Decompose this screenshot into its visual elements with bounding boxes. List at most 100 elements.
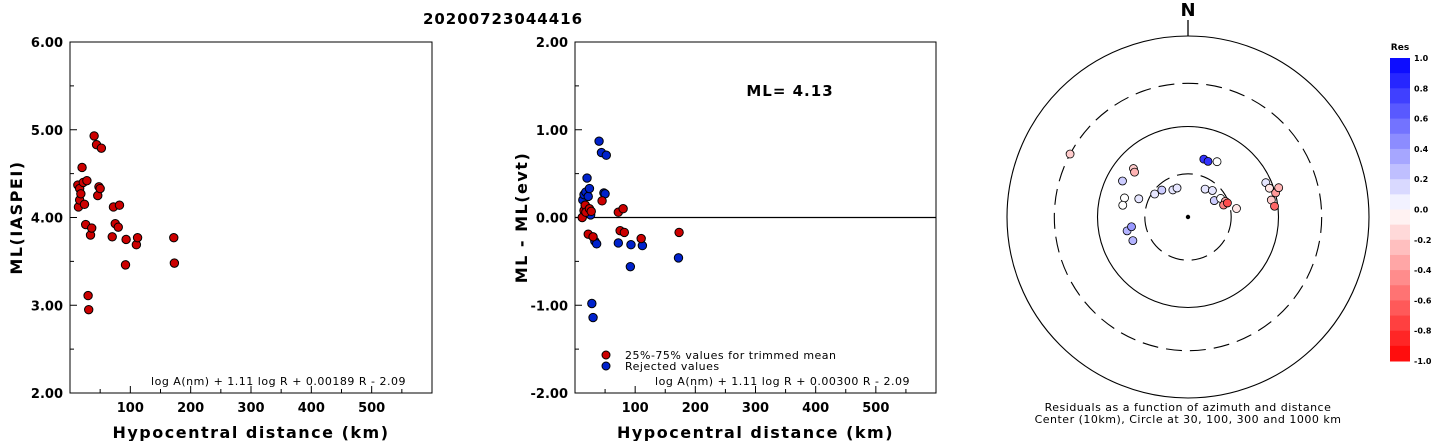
data-point bbox=[613, 238, 624, 248]
data-point bbox=[588, 312, 598, 323]
x-tick-label: 400 bbox=[298, 401, 325, 416]
north-label: N bbox=[1180, 0, 1195, 21]
station-point bbox=[1212, 157, 1222, 167]
colorbar-segment bbox=[1390, 58, 1410, 74]
x-tick-label: 100 bbox=[117, 401, 144, 416]
data-point bbox=[83, 290, 93, 301]
colorbar-tick-label: -0.8 bbox=[1414, 327, 1432, 336]
y-tick-label: -1.00 bbox=[531, 299, 568, 314]
epicenter-dot bbox=[1185, 214, 1191, 220]
station-point bbox=[1130, 167, 1139, 177]
colorbar-segment bbox=[1390, 315, 1410, 332]
data-point bbox=[121, 234, 131, 245]
legend-marker bbox=[601, 350, 611, 360]
distance-ring bbox=[1144, 173, 1232, 261]
y-tick-label: 2.00 bbox=[31, 387, 63, 402]
colorbar-tick-label: -0.6 bbox=[1414, 296, 1432, 305]
data-point bbox=[113, 222, 123, 232]
data-point bbox=[584, 183, 595, 194]
colorbar-segment bbox=[1390, 179, 1410, 195]
data-point bbox=[169, 232, 179, 243]
data-point bbox=[79, 199, 90, 210]
data-point bbox=[673, 253, 684, 263]
data-point bbox=[587, 298, 597, 309]
colorbar-segment bbox=[1390, 148, 1410, 165]
legend-marker bbox=[601, 361, 611, 371]
data-point bbox=[114, 200, 125, 210]
station-point bbox=[1270, 201, 1279, 211]
colorbar-tick-label: -1.0 bbox=[1414, 357, 1432, 366]
colorbar-segment bbox=[1390, 330, 1410, 347]
data-point bbox=[82, 175, 92, 186]
data-point bbox=[84, 304, 94, 315]
colorbar-segment bbox=[1390, 118, 1410, 135]
data-point bbox=[76, 189, 86, 199]
data-point bbox=[95, 183, 105, 194]
colorbar-segment bbox=[1390, 88, 1410, 104]
colorbar-segment bbox=[1390, 345, 1410, 362]
data-point bbox=[120, 260, 131, 270]
colorbar-tick-label: -0.4 bbox=[1414, 266, 1432, 275]
colorbar-segment bbox=[1390, 254, 1410, 271]
colorbar-segment bbox=[1390, 239, 1410, 256]
data-point bbox=[77, 162, 87, 173]
data-point bbox=[87, 223, 97, 233]
formula-text: log A(nm) + 1.11 log R + 0.00300 R - 2.0… bbox=[655, 375, 910, 388]
formula-text: log A(nm) + 1.11 log R + 0.00189 R - 2.0… bbox=[151, 375, 406, 388]
colorbar-tick-label: 0.8 bbox=[1414, 84, 1429, 93]
plot-frame bbox=[69, 41, 433, 394]
station-point bbox=[1134, 194, 1144, 204]
x-tick-label: 200 bbox=[177, 401, 204, 416]
station-point bbox=[1120, 193, 1129, 203]
colorbar-segment bbox=[1390, 270, 1410, 286]
data-point bbox=[625, 261, 636, 272]
y-tick-label: 5.00 bbox=[31, 124, 63, 139]
data-point bbox=[588, 232, 598, 242]
y-axis-label: ML(IASPEI) bbox=[7, 160, 26, 274]
distance-ring bbox=[1053, 82, 1323, 352]
station-point bbox=[1118, 176, 1127, 186]
y-tick-label: 2.00 bbox=[536, 36, 568, 51]
x-axis-label: Hypocentral distance (km) bbox=[112, 423, 389, 441]
y-tick-label: 3.00 bbox=[31, 299, 63, 314]
data-point bbox=[601, 150, 611, 160]
station-point bbox=[1065, 149, 1075, 159]
colorbar-segment bbox=[1390, 133, 1410, 150]
colorbar-segment bbox=[1390, 73, 1410, 89]
data-point bbox=[597, 196, 607, 206]
colorbar-segment bbox=[1390, 164, 1410, 180]
x-tick-label: 400 bbox=[802, 401, 829, 416]
colorbar-segment bbox=[1390, 103, 1410, 120]
legend-label: Rejected values bbox=[625, 360, 720, 373]
colorbar-segment bbox=[1390, 300, 1410, 317]
y-tick-label: -2.00 bbox=[531, 387, 568, 402]
colorbar-tick-label: 0.2 bbox=[1414, 175, 1428, 184]
data-point bbox=[594, 136, 604, 146]
x-tick-label: 300 bbox=[237, 401, 264, 416]
station-point bbox=[1157, 185, 1167, 195]
station-point bbox=[1172, 183, 1182, 193]
colorbar-tick-label: 0.6 bbox=[1414, 115, 1429, 124]
colorbar-segment bbox=[1390, 194, 1410, 210]
legend-label: 25%-75% values for trimmed mean bbox=[625, 349, 837, 362]
data-point bbox=[132, 232, 143, 243]
colorbar-tick-label: 0.4 bbox=[1414, 145, 1429, 154]
station-point bbox=[1127, 222, 1136, 232]
station-point bbox=[1128, 236, 1138, 246]
data-point bbox=[626, 240, 636, 250]
y-tick-label: 6.00 bbox=[31, 36, 63, 51]
data-point bbox=[169, 258, 180, 268]
data-point bbox=[107, 232, 117, 242]
data-point bbox=[89, 131, 99, 141]
data-point bbox=[619, 227, 630, 238]
data-point bbox=[586, 206, 596, 217]
ml-annotation: ML= 4.13 bbox=[746, 82, 833, 100]
station-point bbox=[1118, 200, 1128, 210]
colorbar-title: Res bbox=[1391, 43, 1409, 53]
colorbar-tick-label: 1.0 bbox=[1414, 54, 1429, 63]
x-tick-label: 500 bbox=[862, 401, 889, 416]
map-caption-line2: Center (10km), Circle at 30, 100, 300 an… bbox=[1035, 413, 1342, 426]
y-tick-label: 0.00 bbox=[536, 212, 568, 227]
station-point bbox=[1207, 186, 1217, 195]
